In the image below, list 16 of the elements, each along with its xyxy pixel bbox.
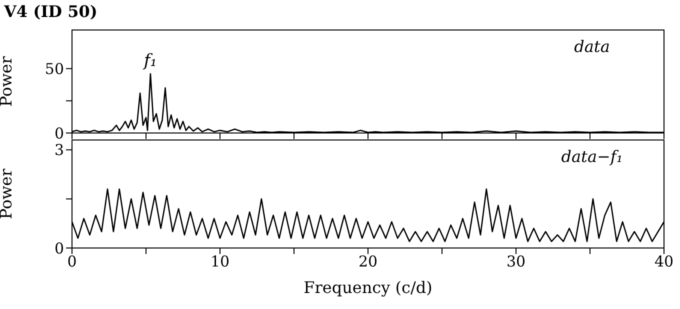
annotation: data−f₁	[561, 147, 623, 166]
y-tick-label: 50	[44, 60, 64, 78]
y-tick-label: 3	[54, 141, 64, 160]
x-tick-label: 30	[506, 252, 526, 271]
x-tick-label: 40	[654, 252, 674, 271]
y-axis-title: Power	[0, 56, 16, 107]
x-tick-label: 0	[67, 252, 77, 271]
y-axis-title: Power	[0, 168, 16, 220]
x-tick-label: 10	[210, 252, 230, 271]
y-tick-label: 0	[54, 239, 64, 258]
chart-title: V4 (ID 50)	[4, 2, 98, 21]
annotation: data	[574, 37, 610, 56]
x-tick-label: 20	[358, 252, 378, 271]
y-tick-label: 0	[54, 124, 64, 142]
annotation: f₁	[142, 50, 157, 71]
x-axis-title: Frequency (c/d)	[304, 278, 432, 297]
